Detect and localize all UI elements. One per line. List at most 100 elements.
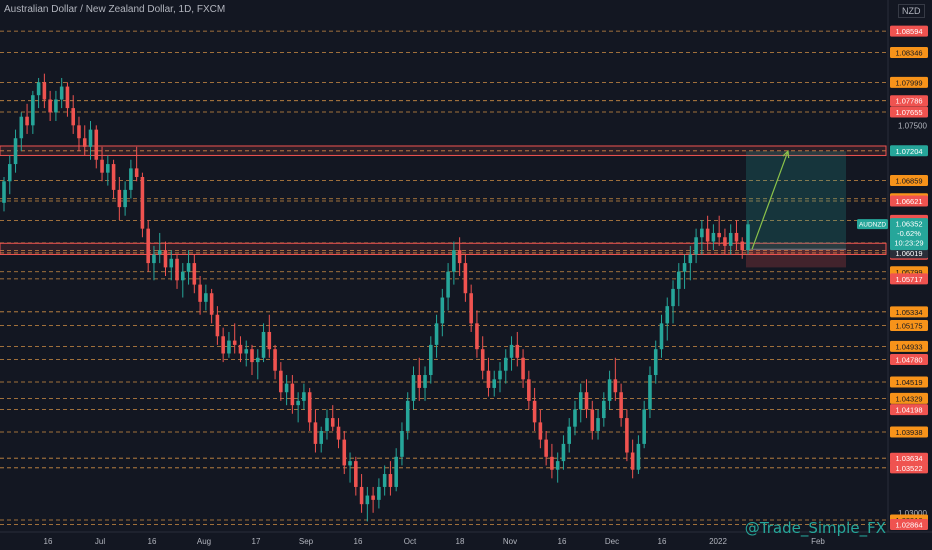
price-label: 1.06859 [890, 175, 928, 187]
symbol-badge [857, 219, 888, 230]
candle-body [665, 306, 670, 324]
price-label-text: 1.04780 [895, 356, 922, 365]
price-label: 1.03938 [890, 426, 928, 438]
candle-body [7, 164, 12, 182]
projection-arrow[interactable] [751, 149, 790, 250]
candle-body [532, 400, 537, 423]
x-tick-label: 16 [558, 537, 567, 546]
candle-body [607, 379, 612, 401]
x-tick-label: Feb [811, 537, 825, 546]
candle-body [330, 418, 335, 427]
candle-body [255, 357, 260, 363]
price-label-text: 1.03938 [895, 428, 922, 437]
candle-body [19, 116, 24, 139]
candle-body [302, 392, 306, 401]
candle-body [578, 392, 583, 410]
x-tick-label: 16 [658, 537, 667, 546]
current-price-label: AUDNZD 1.06352-0.62%10:23:29 [857, 218, 928, 251]
candle-body [65, 86, 70, 109]
profit-zone [746, 151, 846, 250]
candle-body [596, 418, 600, 431]
current-countdown: 10:23:29 [894, 239, 923, 248]
candle-body [359, 486, 364, 505]
x-tick-label: 18 [456, 537, 465, 546]
candle-body [152, 254, 156, 264]
price-label-bg [890, 95, 928, 107]
candle-body [717, 232, 721, 238]
x-tick-label: 16 [44, 537, 53, 546]
price-label: 1.05334 [890, 306, 928, 318]
candle-body [215, 314, 220, 337]
x-tick-label: Sep [299, 537, 314, 546]
candle-body [388, 474, 393, 487]
candle-body [342, 439, 347, 466]
price-label-text: 1.07786 [895, 97, 922, 106]
candle-body [111, 164, 116, 190]
candle-body [198, 284, 202, 302]
price-label-bg [890, 25, 928, 37]
candle-body [653, 349, 658, 376]
current-change: -0.62% [897, 229, 921, 238]
candle-body [590, 409, 595, 431]
candles [2, 73, 750, 522]
candle-body [446, 271, 450, 298]
price-label: 1.04780 [890, 354, 928, 366]
price-label-text: 1.05175 [895, 322, 922, 331]
price-labels: 1.08594 1.08346 1.07999 1.07786 1.07655 1.072… [890, 25, 928, 530]
candle-body [486, 370, 491, 388]
candle-body [550, 456, 554, 470]
price-label-text: 1.03522 [895, 464, 922, 473]
y-tick-label: 1.07500 [898, 121, 927, 130]
candle-body [642, 409, 646, 444]
projection-arrowhead [782, 149, 790, 159]
price-label-bg [890, 46, 928, 58]
candle-body [100, 159, 104, 173]
candle-body [452, 250, 456, 272]
price-label-bg [890, 320, 928, 332]
candle-body [273, 349, 277, 371]
y-tick-label: 1.03000 [898, 509, 927, 518]
candle-body [261, 331, 266, 358]
candle-body [475, 323, 479, 350]
candle-body [573, 409, 577, 427]
watermark: @Trade_Simple_FX [744, 519, 886, 537]
price-label: 1.04329 [890, 392, 928, 404]
candle-body [77, 125, 81, 139]
projection-line [751, 150, 789, 250]
candle-body [227, 340, 231, 354]
x-tick-label: 16 [354, 537, 363, 546]
candle-body [613, 379, 618, 393]
currency-badge[interactable]: NZD [898, 4, 925, 18]
candle-body [365, 495, 370, 505]
price-label: 1.04519 [890, 376, 928, 388]
candle-body [238, 344, 243, 354]
candle-body [336, 426, 341, 440]
candle-body [463, 263, 468, 294]
long-position-tool[interactable] [746, 151, 846, 268]
candle-body [54, 99, 58, 113]
candle-body [509, 344, 514, 358]
x-tick-label: Dec [605, 537, 619, 546]
candle-body [584, 392, 589, 410]
candle-body [659, 323, 664, 350]
candle-body [106, 164, 110, 173]
candle-body [538, 422, 543, 440]
loss-zone [746, 249, 846, 268]
price-label-bg [890, 145, 928, 157]
candle-body [567, 426, 571, 444]
candle-body [175, 258, 179, 281]
candle-body [688, 254, 693, 264]
candle-body [728, 232, 733, 246]
price-label: 1.02864 [890, 518, 928, 530]
price-label-bg [890, 273, 928, 285]
candle-body [134, 168, 139, 177]
candle-body [181, 271, 185, 281]
candle-body [25, 116, 29, 126]
candle-body [602, 400, 606, 419]
candle-body [723, 237, 727, 246]
candle-body [746, 224, 750, 251]
price-label: 1.05717 [890, 273, 928, 285]
candle-body [711, 232, 716, 242]
candle-body [417, 375, 422, 388]
